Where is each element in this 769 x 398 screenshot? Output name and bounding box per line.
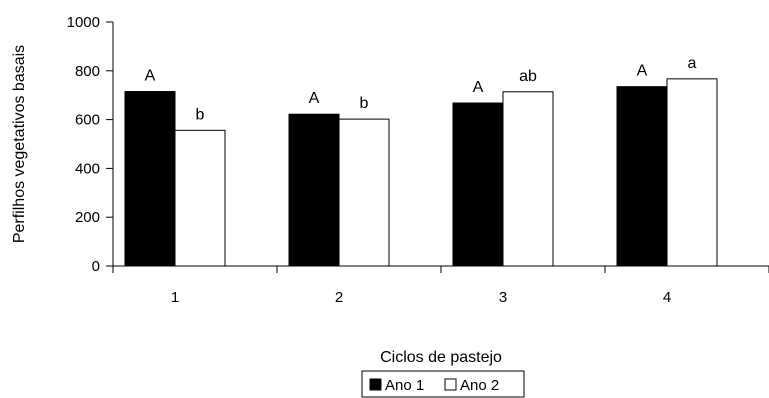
bar-ano-1-cycle-4 bbox=[616, 86, 668, 267]
bar-ano-2-cycle-2 bbox=[338, 118, 390, 267]
x-tick-label: 1 bbox=[171, 289, 179, 306]
y-tick-label: 800 bbox=[75, 63, 100, 80]
bar-significance-label: A bbox=[145, 68, 156, 85]
bar-significance-label: ab bbox=[519, 68, 537, 85]
bar-ano-2-cycle-4 bbox=[666, 78, 718, 267]
plot-area: 0 200 400 600 800 1000 Ab 1 A b 2 Aab 3 A a 4 bbox=[67, 14, 769, 306]
y-axis-title: Perfilhos vegetativos basais bbox=[11, 45, 28, 243]
bar-ano-2-cycle-1 bbox=[174, 129, 226, 267]
bar-ano-1-cycle-3 bbox=[452, 102, 504, 267]
x-axis-title: Ciclos de pastejo bbox=[380, 349, 502, 366]
legend-box bbox=[361, 370, 525, 398]
bar-significance-label: a bbox=[688, 55, 697, 72]
bar-ano-2-cycle-3 bbox=[502, 91, 554, 267]
bar-significance-label: b bbox=[360, 95, 369, 112]
bar-significance-label: A bbox=[473, 79, 484, 96]
y-tick-label: 600 bbox=[75, 112, 100, 129]
legend-swatch-ano-2 bbox=[444, 378, 457, 391]
bar-ano-1-cycle-2 bbox=[288, 113, 340, 267]
x-tick-label: 4 bbox=[663, 289, 671, 306]
legend-label-ano-1: Ano 1 bbox=[385, 377, 424, 394]
bar-ano-1-cycle-1 bbox=[124, 91, 176, 267]
y-tick-label: 200 bbox=[75, 209, 100, 226]
legend-label-ano-2: Ano 2 bbox=[460, 377, 499, 394]
bar-significance-label: A bbox=[309, 90, 320, 107]
bar-significance-label: b bbox=[196, 106, 205, 123]
y-tick-label: 0 bbox=[92, 258, 100, 275]
y-tick-label: 400 bbox=[75, 160, 100, 177]
x-tick-label: 2 bbox=[335, 289, 343, 306]
bar-significance-label: A bbox=[637, 63, 648, 80]
y-tick-label: 1000 bbox=[67, 14, 100, 31]
x-tick-label: 3 bbox=[499, 289, 507, 306]
legend-swatch-ano-1 bbox=[369, 378, 382, 391]
legend: Ano 1 Ano 2 bbox=[361, 370, 525, 398]
